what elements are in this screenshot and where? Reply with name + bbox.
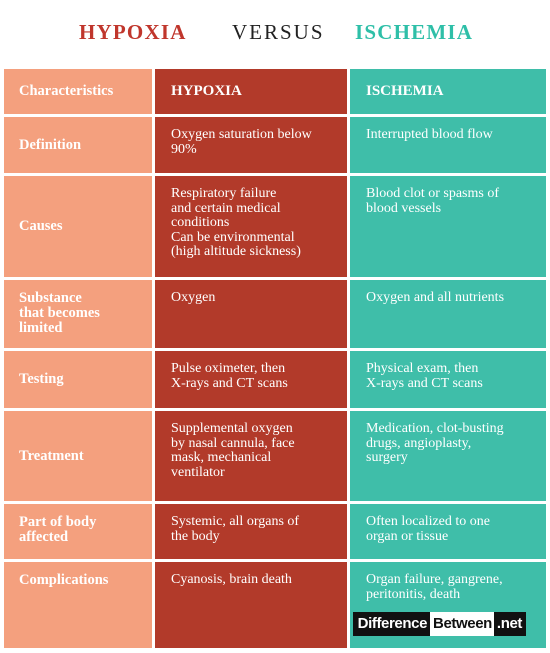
title-hypoxia: HYPOXIA [79,20,187,44]
ischemia-cell: Often localized to one organ or tissue [347,504,546,559]
hypoxia-cell: Systemic, all organs of the body [152,504,347,559]
cell-line: by nasal cannula, face [171,435,295,451]
cell-line: surgery [366,450,408,465]
cell-line: Oxygen and all nutrients [366,290,505,305]
cell-line: drugs, angioplasty, [366,435,472,451]
table-row: Complications Cyanosis, brain death Orga… [4,562,546,648]
cell-line: Supplemental oxygen [171,421,293,436]
logo-part-between: Between [430,612,494,636]
page-title: HYPOXIA VERSUS ISCHEMIA [0,20,550,48]
differencebetween-logo: Difference Between .net [352,612,526,636]
cell-line: X-rays and CT scans [171,375,288,391]
cell-line: Organ failure, gangrene, [366,572,503,587]
ischemia-cell: Blood clot or spasms of blood vessels [347,176,546,277]
cell-line: Medication, clot-busting [366,421,504,436]
title-versus: VERSUS [232,20,325,44]
cell-line: Pulse oximeter, then [171,361,286,376]
cell-line: blood vessels [366,200,442,216]
table-row: Causes Respiratory failure and certain m… [4,176,546,280]
cell-line: peritonitis, death [366,586,461,602]
cell-line: (high altitude sickness) [171,244,301,259]
row-label: Testing [4,351,152,408]
cell-line: ventilator [171,464,225,480]
ischemia-cell: Physical exam, then X-rays and CT scans [347,351,546,408]
table-row: Treatment Supplemental oxygen by nasal c… [4,411,546,504]
cell-line: 90% [171,141,197,157]
row-label: Part of body affected [4,504,152,559]
row-label-text: Complications [19,572,109,588]
cell-line: Can be environmental [171,229,295,245]
hypoxia-cell: Oxygen [152,280,347,348]
header-characteristics: Characteristics [4,69,152,114]
cell-line: Systemic, all organs of [171,514,300,529]
cell-line: conditions [171,215,230,230]
cell-line: Physical exam, then [366,361,479,376]
row-label: Complications [4,562,152,648]
logo-part-difference: Difference [352,612,431,636]
row-label-line: that becomes [19,305,100,321]
hypoxia-cell: Pulse oximeter, then X-rays and CT scans [152,351,347,408]
cell-line: and certain medical [171,200,281,216]
row-label-line: Part of body [19,514,97,530]
cell-line: Oxygen [171,290,216,305]
cell-line: Respiratory failure [171,186,277,201]
table-row: Definition Oxygen saturation below 90% I… [4,117,546,176]
row-label-line: limited [19,320,63,336]
header-ischemia: ISCHEMIA [347,69,546,114]
row-label: Definition [4,117,152,173]
hypoxia-cell: Supplemental oxygen by nasal cannula, fa… [152,411,347,501]
cell-line: mask, mechanical [171,450,272,465]
ischemia-cell: Interrupted blood flow [347,117,546,173]
cell-line: Cyanosis, brain death [171,572,292,587]
cell-line: Often localized to one [366,514,491,529]
table-header-row: Characteristics HYPOXIA ISCHEMIA [4,69,546,117]
row-label: Substance that becomes limited [4,280,152,348]
header-hypoxia: HYPOXIA [152,69,347,114]
row-label-line: affected [19,529,69,545]
hypoxia-cell: Respiratory failure and certain medical … [152,176,347,277]
cell-line: the body [171,528,220,544]
row-label-line: Substance [19,290,82,306]
cell-line: X-rays and CT scans [366,375,483,391]
title-ischemia: ISCHEMIA [355,20,474,44]
comparison-table: Characteristics HYPOXIA ISCHEMIA Definit… [4,69,546,648]
table-row: Substance that becomes limited Oxygen Ox… [4,280,546,351]
ischemia-cell: Medication, clot-busting drugs, angiopla… [347,411,546,501]
row-label-text: Testing [19,371,64,387]
ischemia-cell: Oxygen and all nutrients [347,280,546,348]
row-label: Treatment [4,411,152,501]
row-label-text: Causes [19,218,63,234]
cell-line: Blood clot or spasms of [366,186,499,201]
cell-line: organ or tissue [366,528,449,544]
table-row: Testing Pulse oximeter, then X-rays and … [4,351,546,411]
row-label-text: Definition [19,136,82,153]
logo-part-net: .net [493,612,526,636]
table-row: Part of body affected Systemic, all orga… [4,504,546,562]
cell-line: Oxygen saturation below [171,127,312,142]
cell-line: Interrupted blood flow [366,127,493,142]
hypoxia-cell: Oxygen saturation below 90% [152,117,347,173]
row-label-text: Treatment [19,447,84,464]
hypoxia-cell: Cyanosis, brain death [152,562,347,648]
row-label: Causes [4,176,152,277]
